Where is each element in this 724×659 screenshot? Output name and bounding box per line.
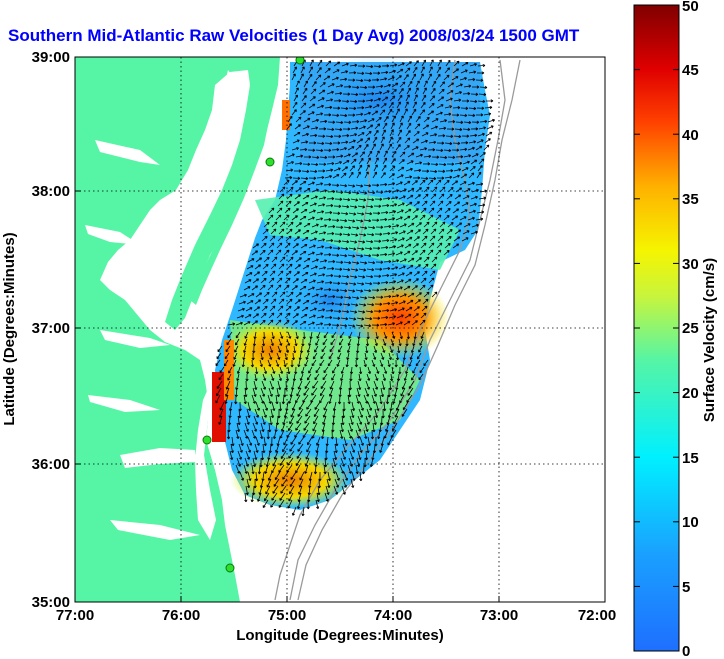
chesapeake-bay bbox=[112, 70, 234, 288]
velocity-arrow-paths bbox=[215, 59, 495, 517]
lon-tick-label: 77:00 bbox=[56, 607, 94, 624]
station-delaware bbox=[265, 157, 275, 167]
tick-marks bbox=[75, 190, 500, 602]
x-axis-label: Longitude (Degrees:Minutes) bbox=[236, 627, 444, 644]
colorbar-tick-label: 25 bbox=[682, 320, 699, 337]
lat-tick-label: 39:00 bbox=[32, 49, 70, 66]
velocity-edge-cell bbox=[282, 100, 290, 130]
colorbar-ticks bbox=[634, 4, 679, 587]
colorbar-tick-label: 0 bbox=[682, 643, 690, 659]
lon-tick-label: 75:00 bbox=[268, 607, 306, 624]
lat-tick-label: 36:00 bbox=[32, 456, 70, 473]
colorbar-tick-label: 15 bbox=[682, 450, 699, 467]
gridlines bbox=[75, 57, 605, 602]
y-axis-label: Latitude (Degrees:Minutes) bbox=[1, 232, 18, 425]
albemarle-sound bbox=[120, 448, 196, 468]
velocity-peak-cell bbox=[212, 372, 226, 442]
map-plot-area bbox=[75, 57, 605, 602]
contour-inner bbox=[329, 159, 371, 361]
lon-tick-label: 76:00 bbox=[162, 607, 200, 624]
lon-tick-labels: 77:00 76:00 75:00 74:00 73:00 72:00 bbox=[56, 607, 616, 624]
lon-tick-label: 73:00 bbox=[480, 607, 518, 624]
station-hatteras bbox=[225, 563, 235, 573]
lat-tick-label: 37:00 bbox=[32, 320, 70, 337]
colorbar bbox=[633, 4, 680, 652]
lat-tick-labels: 39:00 38:00 37:00 36:00 35:00 bbox=[32, 49, 70, 611]
river-inlet-1 bbox=[95, 140, 160, 165]
plot-frame bbox=[74, 56, 606, 603]
colorbar-label: Surface Velocity (cm/s) bbox=[701, 258, 718, 422]
pamlico-sound bbox=[195, 380, 216, 540]
colorbar-tick-label: 30 bbox=[682, 256, 699, 273]
colorbar-tick-label: 40 bbox=[682, 127, 699, 144]
river-inlet-2 bbox=[85, 225, 140, 245]
contour-slope-2 bbox=[297, 59, 521, 601]
station-north bbox=[295, 57, 305, 65]
velocity-high-cell bbox=[224, 340, 234, 400]
velocity-high-east bbox=[350, 278, 450, 358]
lon-tick-label: 74:00 bbox=[374, 607, 412, 624]
colorbar-tick-label: 20 bbox=[682, 385, 699, 402]
station-virginia bbox=[202, 435, 212, 445]
station-markers bbox=[202, 57, 305, 573]
map-title: Southern Mid-Atlantic Raw Velocities (1 … bbox=[8, 26, 580, 45]
lat-tick-label: 38:00 bbox=[32, 183, 70, 200]
velocity-arrows bbox=[215, 59, 495, 517]
colorbar-tick-label: 5 bbox=[682, 579, 690, 596]
velocity-high-central bbox=[225, 320, 315, 380]
colorbar-tick-label: 45 bbox=[682, 62, 699, 79]
velocity-low-north bbox=[290, 57, 470, 145]
delmarva-coast bbox=[190, 88, 270, 305]
river-inlet-4 bbox=[110, 520, 200, 540]
colorbar-tick-label: 50 bbox=[682, 0, 699, 15]
lon-tick-label: 72:00 bbox=[578, 607, 616, 624]
contour-slope-1 bbox=[289, 59, 506, 601]
lat-tick-label: 35:00 bbox=[32, 594, 70, 611]
velocity-low-mid bbox=[290, 270, 370, 330]
river-inlet-5 bbox=[88, 395, 160, 412]
colorbar-tick-labels: 50 45 40 35 30 25 20 15 10 5 0 bbox=[682, 0, 699, 659]
river-inlet-3 bbox=[100, 330, 170, 348]
colorbar-tick-label: 10 bbox=[682, 514, 699, 531]
colorbar-tick-label: 35 bbox=[682, 191, 699, 208]
